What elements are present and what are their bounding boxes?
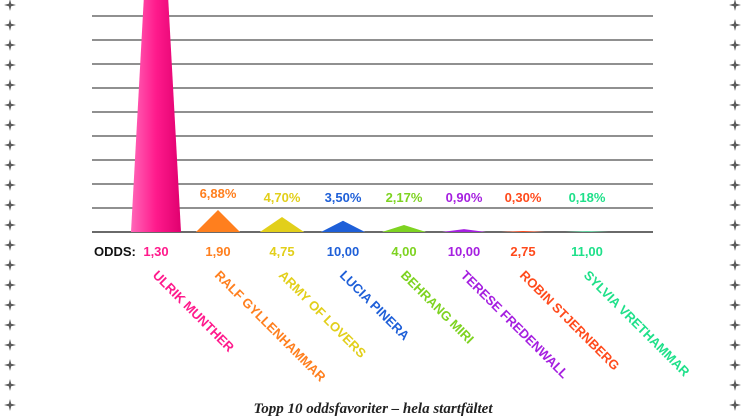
- star-icon: [729, 199, 741, 211]
- star-icon: [4, 79, 16, 91]
- category-label: RALF GYLLENHAMMAR: [212, 268, 329, 385]
- star-icon: [729, 319, 741, 331]
- category-label: SYLVIA VRETHAMMAR: [581, 268, 693, 380]
- star-icon: [4, 379, 16, 391]
- odds-value: 1,30: [143, 244, 168, 259]
- percent-label: 0,90%: [446, 190, 483, 205]
- star-icon: [4, 0, 16, 11]
- bar-terese-fredenwall: [442, 229, 486, 232]
- star-icon: [729, 159, 741, 171]
- odds-value: 11,00: [571, 244, 603, 259]
- percent-label: 2,17%: [386, 190, 423, 205]
- odds-row-label: ODDS:: [94, 244, 136, 259]
- bar-lucia-pinera: [321, 220, 365, 232]
- star-icon: [729, 39, 741, 51]
- star-icon: [729, 19, 741, 31]
- odds-value: 4,00: [391, 244, 416, 259]
- star-icon: [4, 259, 16, 271]
- odds-values: 1,30 1,90 4,75 10,00 4,00 10,00 2,75 11,00: [143, 244, 603, 259]
- odds-value: 1,90: [205, 244, 230, 259]
- percent-label: 3,50%: [325, 190, 362, 205]
- star-icon: [729, 219, 741, 231]
- star-icon: [4, 359, 16, 371]
- bar-army-of-lovers: [260, 216, 304, 232]
- star-icon: [4, 199, 16, 211]
- star-icon: [4, 179, 16, 191]
- chart-bars: [131, 0, 609, 232]
- star-icon: [729, 139, 741, 151]
- odds-value: 10,00: [327, 244, 360, 259]
- bar-ulrik-munther: [131, 0, 181, 232]
- percent-label: 6,88%: [200, 186, 237, 201]
- star-icon: [729, 59, 741, 71]
- chart-caption: Topp 10 oddsfavoriter – hela startfältet: [253, 401, 493, 417]
- chart-gridlines: [92, 15, 653, 233]
- star-icon: [729, 259, 741, 271]
- star-icon: [4, 339, 16, 351]
- star-icon: [729, 359, 741, 371]
- category-label: TERESE FREDENWALL: [458, 268, 572, 382]
- star-icon: [729, 79, 741, 91]
- odds-value: 4,75: [269, 244, 294, 259]
- decorative-star-border-right: [729, 0, 741, 411]
- star-icon: [4, 19, 16, 31]
- star-icon: [729, 179, 741, 191]
- percent-label: 4,70%: [264, 190, 301, 205]
- star-icon: [4, 39, 16, 51]
- bar-ralf-gyllenhammar: [196, 209, 240, 232]
- star-icon: [4, 99, 16, 111]
- star-icon: [729, 239, 741, 251]
- bar-behrang-miri: [382, 225, 426, 232]
- decorative-star-border-left: [4, 0, 16, 411]
- star-icon: [4, 319, 16, 331]
- star-icon: [729, 339, 741, 351]
- percent-labels: 6,88% 4,70% 3,50% 2,17% 0,90% 0,30% 0,18%: [200, 186, 606, 205]
- star-icon: [4, 299, 16, 311]
- odds-value: 2,75: [510, 244, 535, 259]
- star-icon: [4, 399, 16, 411]
- star-icon: [4, 159, 16, 171]
- star-icon: [729, 399, 741, 411]
- percent-label: 0,30%: [505, 190, 542, 205]
- star-icon: [729, 299, 741, 311]
- star-icon: [4, 239, 16, 251]
- star-icon: [729, 0, 741, 11]
- odds-value: 10,00: [448, 244, 481, 259]
- star-icon: [729, 379, 741, 391]
- star-icon: [729, 279, 741, 291]
- star-icon: [729, 119, 741, 131]
- star-icon: [4, 279, 16, 291]
- star-icon: [729, 99, 741, 111]
- bar-sylvia-vrethammar: [565, 231, 609, 232]
- percent-label: 0,18%: [569, 190, 606, 205]
- bar-robin-stjernberg: [501, 231, 545, 232]
- star-icon: [4, 119, 16, 131]
- star-icon: [4, 219, 16, 231]
- star-icon: [4, 59, 16, 71]
- star-icon: [4, 139, 16, 151]
